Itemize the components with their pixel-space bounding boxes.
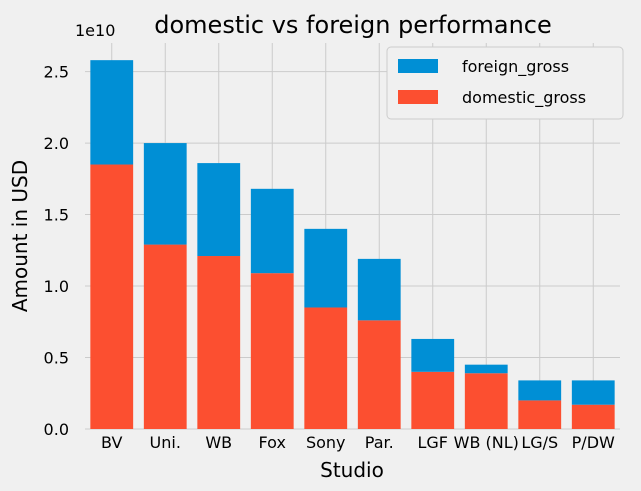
bar-domestic-sony xyxy=(304,307,348,429)
bar-domestic-lg-s xyxy=(518,400,562,429)
legend-frame xyxy=(386,46,624,120)
bar-domestic-wb xyxy=(197,256,241,429)
x-tick-label: WB (NL) xyxy=(454,433,519,452)
bar-foreign-par xyxy=(357,258,401,321)
y-offset-label: 1e10 xyxy=(75,21,115,40)
bar-foreign-wb xyxy=(197,163,241,257)
legend-label-domestic-gross: domestic_gross xyxy=(462,88,586,108)
bar-foreign-fox xyxy=(250,188,294,274)
x-tick-label: Sony xyxy=(306,433,346,452)
bar-foreign-wb-nl xyxy=(464,364,508,374)
y-axis-label: Amount in USD xyxy=(8,160,32,312)
bars xyxy=(90,60,615,429)
bar-domestic-uni xyxy=(143,244,187,429)
chart-title: domestic vs foreign performance xyxy=(154,11,552,39)
y-tick-label: 2.0 xyxy=(44,134,69,153)
bar-foreign-p-dw xyxy=(571,380,615,405)
legend-label-foreign-gross: foreign_gross xyxy=(462,57,569,77)
y-tick-label: 1.0 xyxy=(44,277,69,296)
x-tick-label: LGF xyxy=(417,433,448,452)
y-tick-label: 2.5 xyxy=(44,63,69,82)
x-tick-label: P/DW xyxy=(572,433,615,452)
bar-domestic-bv xyxy=(90,164,134,429)
x-tick-label: WB xyxy=(205,433,232,452)
bar-domestic-p-dw xyxy=(571,404,615,429)
x-tick-label: BV xyxy=(101,433,122,452)
y-tick-label: 1.5 xyxy=(44,206,69,225)
bar-foreign-sony xyxy=(304,228,348,308)
y-tick-label: 0.5 xyxy=(44,349,69,368)
x-tick-label: LG/S xyxy=(521,433,558,452)
bar-foreign-lgf xyxy=(411,338,455,372)
bar-domestic-par xyxy=(357,320,401,429)
x-tick-label: Par. xyxy=(365,433,394,452)
x-axis-label: Studio xyxy=(320,458,384,482)
y-tick-label: 0.0 xyxy=(44,420,69,439)
bar-domestic-fox xyxy=(250,273,294,429)
x-tick-label: Uni. xyxy=(150,433,181,452)
bar-foreign-lg-s xyxy=(518,380,562,401)
bar-foreign-bv xyxy=(90,60,134,165)
legend: foreign_gross domestic_gross xyxy=(386,46,624,120)
y-tick-labels: 0.0 0.5 1.0 1.5 2.0 2.5 xyxy=(44,63,69,439)
bar-foreign-uni xyxy=(143,143,187,245)
legend-swatch-foreign-gross xyxy=(398,59,438,73)
legend-swatch-domestic-gross xyxy=(398,90,438,104)
x-tick-labels: BV Uni. WB Fox Sony Par. LGF WB (NL) LG/S P/DW xyxy=(101,433,615,452)
bar-domestic-lgf xyxy=(411,371,455,429)
bar-domestic-wb-nl xyxy=(464,373,508,429)
x-tick-label: Fox xyxy=(259,433,286,452)
